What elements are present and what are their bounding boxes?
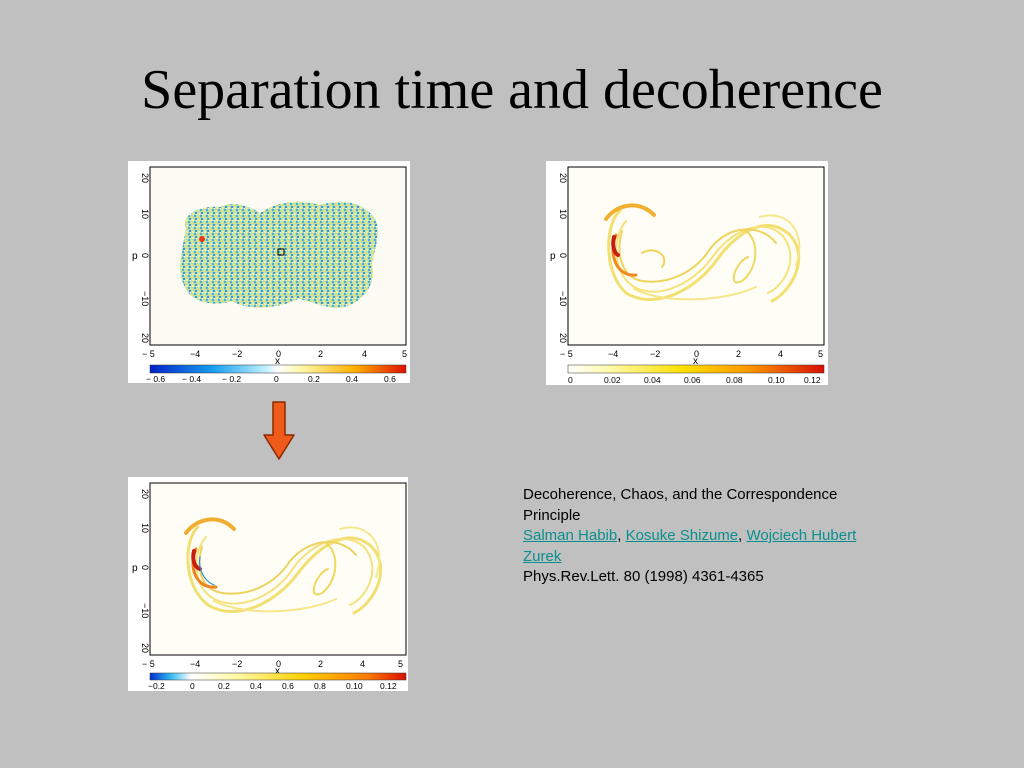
colorbar-tick: − 0.2 <box>222 374 241 383</box>
x-tick: −2 <box>232 659 242 669</box>
wigner-function-plot: 20 10 0 −10 20 p − 5 −4 −2 0 2 4 5 x − 0… <box>128 161 410 383</box>
colorbar-tick: 0.10 <box>346 681 363 691</box>
x-tick: −4 <box>608 349 618 359</box>
colorbar <box>567 364 825 374</box>
author-separator: , <box>617 527 626 544</box>
y-tick: 20 <box>140 643 150 653</box>
colorbar-tick: 0.6 <box>384 374 396 383</box>
decohered-wigner-plot: 20 10 0 −10 20 p − 5 −4 −2 0 2 4 5 x −0.… <box>128 477 408 691</box>
y-tick: 20 <box>558 173 568 183</box>
y-tick: 20 <box>558 333 568 343</box>
x-tick: −2 <box>650 349 660 359</box>
y-tick: 0 <box>558 253 568 258</box>
colorbar-tick: 0.08 <box>726 375 743 385</box>
paper-title: Decoherence, Chaos, and the Corresponden… <box>523 486 838 524</box>
colorbar-tick: − 0.4 <box>182 374 201 383</box>
down-arrow-icon <box>262 401 296 461</box>
x-tick: −4 <box>190 349 200 359</box>
colorbar-tick: 0 <box>274 374 279 383</box>
x-axis-label: x <box>693 356 698 367</box>
classical-distribution-plot: 20 10 0 −10 20 p − 5 −4 −2 0 2 4 5 x 0 0… <box>546 161 828 385</box>
slide-title: Separation time and decoherence <box>141 59 883 121</box>
y-tick: 10 <box>140 209 150 219</box>
x-tick: −4 <box>190 659 200 669</box>
decohered-plot-svg: 20 10 0 −10 20 p − 5 −4 −2 0 2 4 5 x −0.… <box>132 482 407 691</box>
down-arrow-shape <box>263 401 295 460</box>
y-axis-label: p <box>132 251 138 262</box>
colorbar-tick: 0.12 <box>380 681 397 691</box>
x-tick: 5 <box>402 349 407 359</box>
journal-reference: Phys.Rev.Lett. 80 (1998) 4361-4365 <box>523 568 764 585</box>
x-tick: 5 <box>398 659 403 669</box>
author-list: Salman Habib, Kosuke Shizume, Wojciech H… <box>523 526 895 567</box>
y-tick: −10 <box>140 603 150 618</box>
colorbar-tick: − 0.6 <box>146 374 165 383</box>
x-axis-label: x <box>275 356 280 367</box>
colorbar-tick: −0.2 <box>148 681 165 691</box>
author-separator: , <box>738 527 747 544</box>
x-tick: 2 <box>736 349 741 359</box>
y-axis-label: p <box>550 251 556 262</box>
x-tick: 2 <box>318 349 323 359</box>
colorbar-tick: 0.06 <box>684 375 701 385</box>
colorbar-tick: 0.2 <box>218 681 230 691</box>
colorbar-tick: 0.02 <box>604 375 621 385</box>
x-axis-label: x <box>275 666 280 677</box>
y-tick: 0 <box>140 253 150 258</box>
y-tick: 20 <box>140 333 150 343</box>
zoom-box <box>277 248 285 256</box>
y-tick: 0 <box>140 565 150 570</box>
x-tick: 4 <box>360 659 365 669</box>
author-link[interactable]: Kosuke Shizume <box>625 527 739 544</box>
wigner-plot-svg: 20 10 0 −10 20 p − 5 −4 −2 0 2 4 5 x − 0… <box>132 166 407 383</box>
x-tick: 2 <box>318 659 323 669</box>
y-tick: 10 <box>558 209 568 219</box>
y-axis-label: p <box>132 563 138 574</box>
colorbar-tick: 0.4 <box>346 374 358 383</box>
y-tick: 20 <box>140 489 150 499</box>
colorbar-tick: 0.2 <box>308 374 320 383</box>
colorbar <box>149 364 407 374</box>
author-link[interactable]: Wojciech Hubert Zurek <box>523 527 857 565</box>
x-tick: 4 <box>362 349 367 359</box>
colorbar-tick: 0.4 <box>250 681 262 691</box>
colorbar-tick: 0.6 <box>282 681 294 691</box>
hotspot-mark <box>199 236 205 242</box>
colorbar-tick: 0.04 <box>644 375 661 385</box>
colorbar-tick: 0.12 <box>804 375 821 385</box>
phase-space-filaments <box>604 203 801 303</box>
x-tick: 4 <box>778 349 783 359</box>
x-tick: −2 <box>232 349 242 359</box>
y-tick: 10 <box>140 523 150 533</box>
down-arrow-svg <box>263 401 295 460</box>
colorbar-tick: 0.8 <box>314 681 326 691</box>
colorbar-tick: 0.10 <box>768 375 785 385</box>
y-tick: −10 <box>140 291 150 306</box>
citation-block: Decoherence, Chaos, and the Corresponden… <box>523 485 895 588</box>
x-tick: − 5 <box>142 659 155 669</box>
x-tick: 0 <box>276 659 281 669</box>
author-link[interactable]: Salman Habib <box>523 527 618 544</box>
phase-space-filaments <box>184 517 383 615</box>
colorbar-tick: 0 <box>568 375 573 385</box>
x-tick: − 5 <box>560 349 573 359</box>
x-tick: 0 <box>694 349 699 359</box>
y-tick: −10 <box>558 291 568 306</box>
x-tick: 0 <box>276 349 281 359</box>
x-tick: − 5 <box>142 349 155 359</box>
x-tick: 5 <box>818 349 823 359</box>
y-tick: 20 <box>140 173 150 183</box>
classical-plot-svg: 20 10 0 −10 20 p − 5 −4 −2 0 2 4 5 x 0 0… <box>550 166 825 385</box>
colorbar-tick: 0 <box>190 681 195 691</box>
colorbar <box>149 672 407 681</box>
